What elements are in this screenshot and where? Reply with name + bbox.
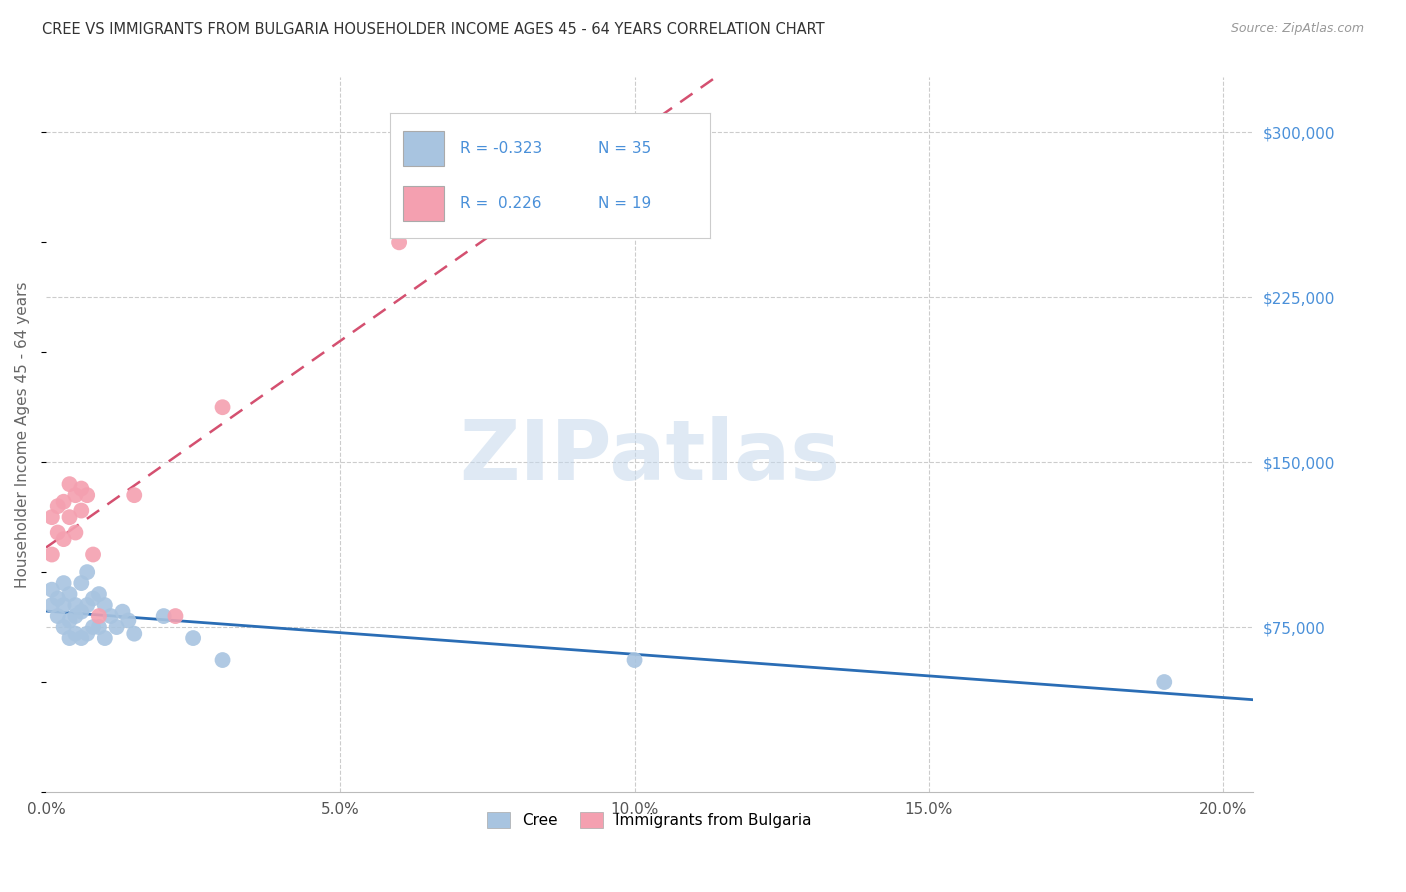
Point xyxy=(82,548,104,562)
Point xyxy=(100,609,122,624)
Point xyxy=(82,591,104,606)
Text: Source: ZipAtlas.com: Source: ZipAtlas.com xyxy=(1230,22,1364,36)
Y-axis label: Householder Income Ages 45 - 64 years: Householder Income Ages 45 - 64 years xyxy=(15,282,30,588)
Point xyxy=(623,653,645,667)
Point xyxy=(152,609,174,624)
Point xyxy=(76,565,98,579)
Point xyxy=(41,548,63,562)
Point xyxy=(70,482,93,496)
Point xyxy=(76,488,98,502)
Point xyxy=(388,235,411,250)
Point xyxy=(70,503,93,517)
Point xyxy=(58,510,80,524)
Point xyxy=(70,631,93,645)
Point xyxy=(41,510,63,524)
Point xyxy=(52,495,75,509)
Point xyxy=(65,609,87,624)
Point xyxy=(87,587,110,601)
Text: ZIPatlas: ZIPatlas xyxy=(458,416,839,497)
Legend: Cree, Immigrants from Bulgaria: Cree, Immigrants from Bulgaria xyxy=(481,806,818,834)
Point xyxy=(70,605,93,619)
Point xyxy=(46,499,69,513)
Point xyxy=(65,626,87,640)
Point xyxy=(58,477,80,491)
Point xyxy=(58,587,80,601)
Point xyxy=(94,598,117,612)
Text: CREE VS IMMIGRANTS FROM BULGARIA HOUSEHOLDER INCOME AGES 45 - 64 YEARS CORRELATI: CREE VS IMMIGRANTS FROM BULGARIA HOUSEHO… xyxy=(42,22,825,37)
Point xyxy=(1153,675,1175,690)
Point xyxy=(122,626,145,640)
Point xyxy=(87,609,110,624)
Point xyxy=(87,620,110,634)
Point xyxy=(122,488,145,502)
Point xyxy=(211,401,233,415)
Point xyxy=(117,614,139,628)
Point xyxy=(211,653,233,667)
Point xyxy=(76,598,98,612)
Point xyxy=(65,488,87,502)
Point xyxy=(58,614,80,628)
Point xyxy=(181,631,204,645)
Point xyxy=(46,591,69,606)
Point xyxy=(41,598,63,612)
Point xyxy=(111,605,134,619)
Point xyxy=(52,532,75,546)
Point xyxy=(52,576,75,591)
Point xyxy=(94,631,117,645)
Point xyxy=(105,620,128,634)
Point xyxy=(82,620,104,634)
Point xyxy=(46,525,69,540)
Point xyxy=(52,598,75,612)
Point xyxy=(58,631,80,645)
Point xyxy=(165,609,187,624)
Point xyxy=(52,620,75,634)
Point xyxy=(46,609,69,624)
Point xyxy=(76,626,98,640)
Point xyxy=(65,525,87,540)
Point xyxy=(65,598,87,612)
Point xyxy=(41,582,63,597)
Point xyxy=(70,576,93,591)
